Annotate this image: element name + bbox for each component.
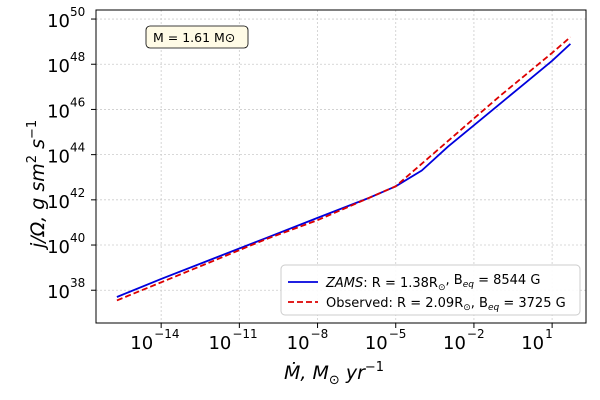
x-tick-label: 10 [130, 333, 153, 354]
legend: ZAMS: R = 1.38R⊙, Beq = 8544 G Observed:… [280, 264, 581, 316]
y-tick-label: 10 [47, 237, 70, 258]
legend-observed-tail: = 3725 G [499, 296, 565, 311]
x-axis-label-main: Ṁ, M [284, 361, 329, 384]
legend-observed-sun-sub: ⊙ [463, 303, 471, 313]
y-tick-exponent: 48 [70, 50, 85, 64]
x-tick-exponent: −14 [154, 327, 179, 341]
y-axis-label: j/Ω, g sm2 s−1 [25, 120, 49, 251]
y-axis-label-sup2: −1 [25, 120, 40, 139]
x-tick-label: 10 [287, 333, 310, 354]
legend-label-zams: ZAMS: R = 1.38R⊙, Beq = 8544 G [325, 273, 540, 293]
legend-observed-head: Observed [326, 296, 389, 311]
mass-annotation: M = 1.61 M⊙ [145, 25, 249, 49]
y-tick-exponent: 40 [70, 231, 85, 245]
y-tick-exponent: 38 [70, 276, 85, 290]
series-line-zams [116, 43, 572, 298]
y-axis-label-mid: s [27, 139, 49, 155]
mass-annotation-text: M = 1.61 M⊙ [153, 30, 235, 45]
y-tick-label: 10 [47, 11, 70, 32]
mass-annotation-box [145, 25, 249, 49]
legend-observed-b-sub: eq [488, 303, 500, 313]
legend-zams-tail: = 8544 G [474, 273, 540, 288]
y-tick-label: 10 [47, 147, 70, 168]
y-axis-label-main: j/Ω, g sm [27, 163, 49, 251]
y-tick-exponent: 42 [70, 186, 85, 200]
x-axis-label-rest: yr [340, 362, 366, 384]
x-tick-label: 10 [443, 333, 466, 354]
legend-zams-sun-sub: ⊙ [438, 283, 446, 293]
y-axis-label-sup1: 2 [25, 155, 40, 163]
legend-box [280, 264, 581, 316]
x-tick-exponent: −5 [389, 327, 407, 341]
legend-observed-radius: : R = 2.09R [389, 296, 464, 311]
x-tick-exponent: −11 [232, 327, 257, 341]
grid [96, 10, 586, 323]
legend-label-observed: Observed: R = 2.09R⊙, Beq = 3725 G [326, 296, 566, 313]
x-tick-exponent: −8 [311, 327, 329, 341]
y-tick-exponent: 44 [70, 141, 85, 155]
series-line-observed [116, 36, 571, 302]
y-tick-label: 10 [47, 101, 70, 122]
y-tick-label: 10 [47, 282, 70, 303]
plot-frame [95, 9, 587, 324]
x-axis-label-sup: −1 [365, 360, 384, 375]
legend-zams-head: ZAMS [325, 276, 363, 291]
x-axis-label: Ṁ, M⊙ yr−1 [284, 360, 384, 388]
legend-zams-radius: : R = 1.38R [363, 276, 438, 291]
x-tick-exponent: −2 [467, 327, 485, 341]
y-tick-label: 10 [47, 56, 70, 77]
legend-zams-b: , B [446, 273, 463, 288]
legend-observed-b: , B [471, 296, 488, 311]
x-tick-label: 10 [208, 333, 231, 354]
y-tick-label: 10 [47, 192, 70, 213]
y-tick-exponent: 50 [70, 5, 85, 19]
y-tick-exponent: 46 [70, 95, 85, 109]
x-tick-label: 10 [365, 333, 388, 354]
x-tick-exponent: 1 [545, 327, 553, 341]
x-tick-label: 10 [521, 333, 544, 354]
legend-zams-b-sub: eq [463, 280, 475, 290]
series-layer [116, 36, 572, 302]
x-axis-label-sub: ⊙ [329, 373, 340, 388]
